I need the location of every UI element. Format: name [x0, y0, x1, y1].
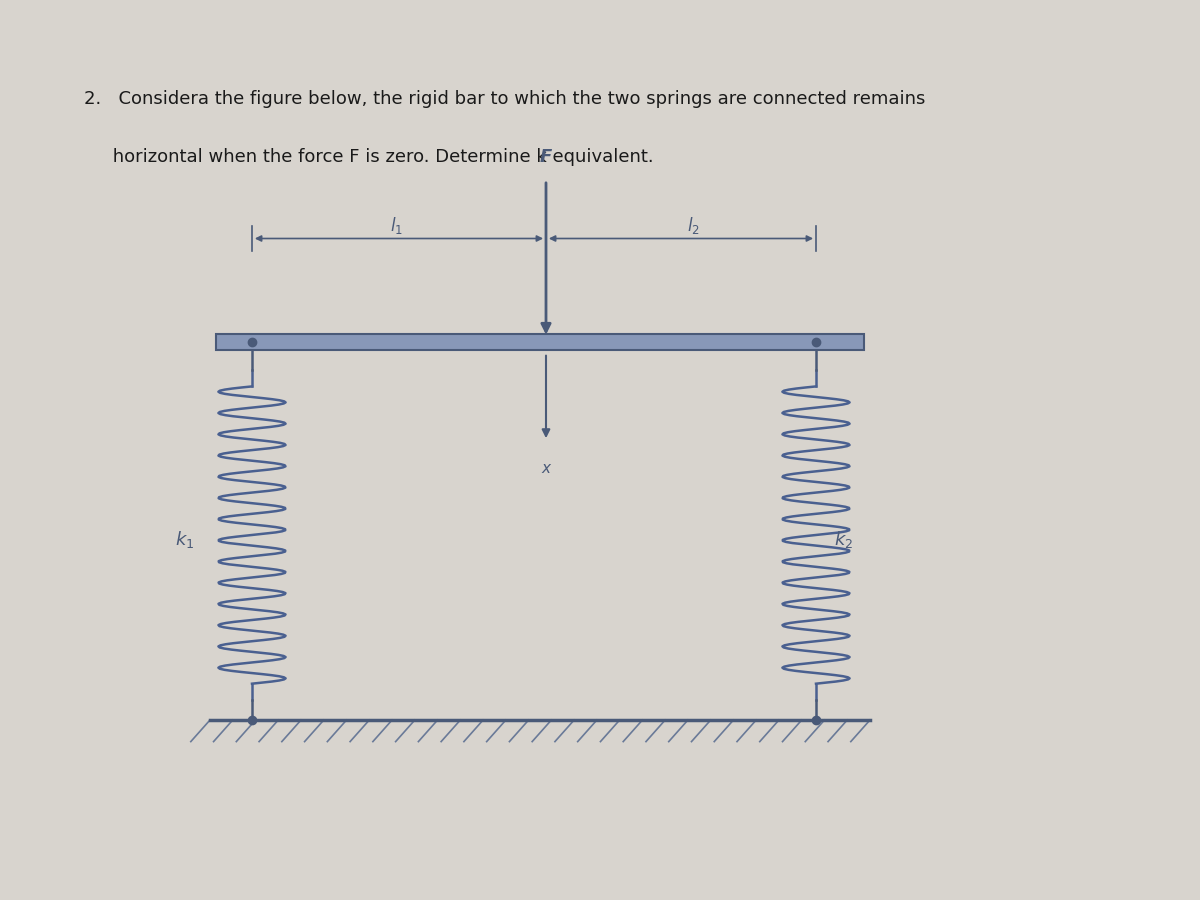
- Text: x: x: [541, 461, 551, 476]
- Text: $l_2$: $l_2$: [688, 214, 700, 236]
- Text: 2.   Considera the figure below, the rigid bar to which the two springs are conn: 2. Considera the figure below, the rigid…: [84, 90, 925, 108]
- Text: horizontal when the force F is zero. Determine k equivalent.: horizontal when the force F is zero. Det…: [84, 148, 654, 166]
- Text: $l_1$: $l_1$: [390, 214, 402, 236]
- Text: F: F: [540, 148, 552, 166]
- Text: $k_1$: $k_1$: [175, 529, 194, 551]
- FancyBboxPatch shape: [216, 334, 864, 350]
- Text: $k_2$: $k_2$: [834, 529, 853, 551]
